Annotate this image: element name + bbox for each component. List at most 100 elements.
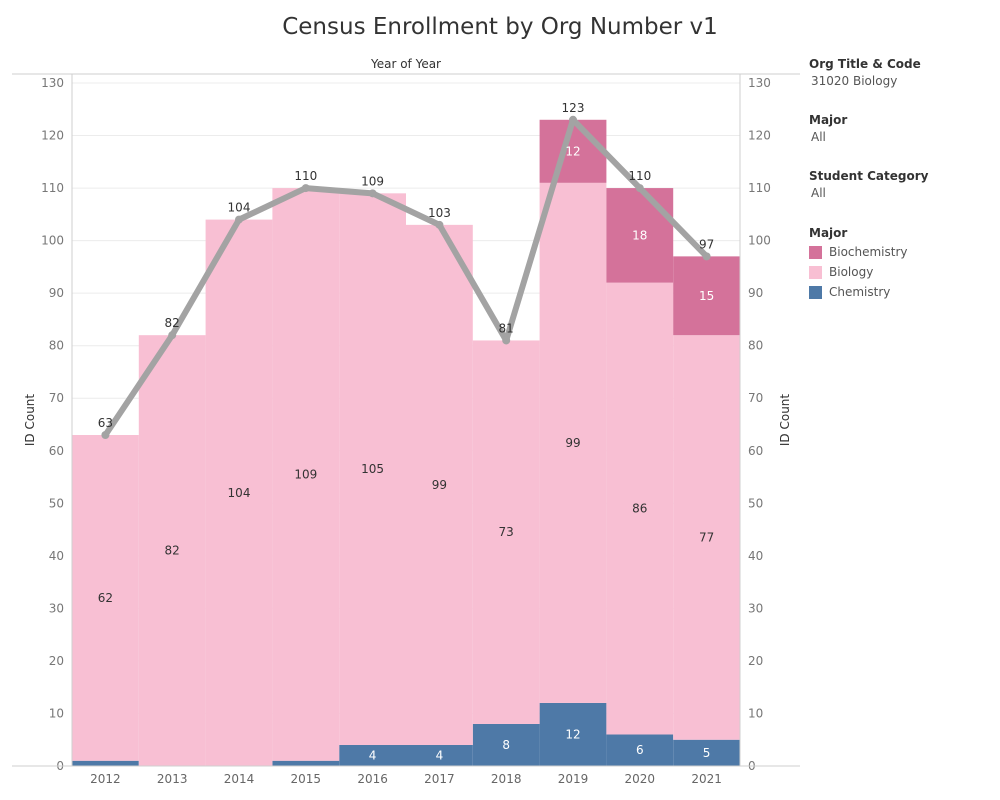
y-tick-right: 130	[748, 76, 771, 90]
x-tick-label: 2019	[558, 772, 589, 786]
filter-student-category[interactable]: Student Category All	[809, 169, 928, 200]
y-tick-right: 70	[748, 391, 763, 405]
x-tick-label: 2012	[90, 772, 121, 786]
x-tick-label: 2015	[291, 772, 322, 786]
total-point	[569, 115, 577, 124]
total-point	[301, 184, 310, 193]
data-label-biology: 109	[294, 467, 317, 481]
filter-major-label: Major	[809, 113, 848, 127]
x-tick-label: 2018	[491, 772, 522, 786]
data-label-biology: 99	[432, 478, 447, 492]
y-tick-right: 10	[748, 706, 763, 720]
data-label-chemistry: 4	[369, 748, 377, 762]
y-tick-right: 120	[748, 129, 771, 143]
y-tick-right: 60	[748, 444, 763, 458]
data-label-chemistry: 6	[636, 743, 644, 757]
filter-student-category-label: Student Category	[809, 169, 929, 183]
data-label-biology: 105	[361, 462, 384, 476]
data-label-biology: 104	[228, 486, 251, 500]
data-label-biology: 99	[565, 436, 580, 450]
filter-student-category-value: All	[811, 186, 826, 200]
total-point	[435, 220, 444, 229]
total-label: 82	[165, 316, 180, 330]
total-label: 104	[228, 201, 251, 215]
y-tick-right: 90	[748, 286, 763, 300]
total-label: 110	[628, 169, 651, 183]
total-label: 97	[699, 237, 714, 251]
data-label-biology: 86	[632, 502, 647, 516]
data-label-chemistry: 8	[502, 738, 510, 752]
bar-biochemistry	[606, 188, 674, 283]
y-tick-right: 20	[748, 654, 763, 668]
y-tick-left: 20	[49, 654, 64, 668]
legend-label-biology: Biology	[829, 265, 874, 279]
bar-biology	[72, 435, 139, 761]
bar-biology	[539, 182, 607, 703]
y-tick-left: 50	[49, 496, 64, 510]
x-tick-label: 2020	[625, 772, 656, 786]
bar-biology	[406, 224, 473, 745]
legend-item-chemistry[interactable]: Chemistry	[809, 282, 908, 302]
bar-biology	[205, 219, 273, 767]
data-label-biochemistry: 18	[632, 228, 647, 242]
y-tick-left: 60	[49, 444, 64, 458]
filter-org[interactable]: Org Title & Code 31020 Biology	[809, 57, 921, 88]
data-label-biochemistry: 15	[699, 289, 714, 303]
total-label: 110	[294, 169, 317, 183]
data-label-chemistry: 4	[436, 748, 444, 762]
y-tick-right: 110	[748, 181, 771, 195]
bar-biology	[138, 335, 206, 766]
y-axis-title-right: ID Count	[778, 394, 792, 447]
y-tick-left: 70	[49, 391, 64, 405]
y-tick-left: 90	[49, 286, 64, 300]
total-label: 103	[428, 206, 451, 220]
x-tick-label: 2016	[357, 772, 388, 786]
y-tick-right: 50	[748, 496, 763, 510]
legend-label-biochemistry: Biochemistry	[829, 245, 908, 259]
y-tick-left: 110	[41, 181, 64, 195]
legend: Major Biochemistry Biology Chemistry	[809, 226, 908, 302]
total-label: 109	[361, 174, 384, 188]
bar-chemistry	[72, 760, 139, 766]
legend-swatch-biology	[809, 265, 822, 279]
bar-chemistry	[272, 760, 340, 766]
y-tick-left: 10	[49, 706, 64, 720]
bar-chemistry	[539, 702, 607, 766]
filter-major[interactable]: Major All	[809, 113, 847, 144]
total-point	[168, 331, 177, 340]
total-point	[101, 431, 110, 440]
data-label-chemistry: 5	[703, 746, 711, 760]
y-tick-right: 100	[748, 234, 771, 248]
x-tick-label: 2013	[157, 772, 188, 786]
bar-biology	[272, 188, 340, 761]
total-line	[102, 116, 710, 439]
legend-title: Major	[809, 226, 848, 240]
y-tick-right: 40	[748, 549, 763, 563]
total-label: 63	[98, 416, 113, 430]
bar-chemistry	[339, 744, 406, 766]
legend-swatch-biochemistry	[809, 245, 822, 259]
data-label-biochemistry: 12	[565, 144, 580, 158]
bar-chemistry	[406, 744, 473, 766]
bar-biochemistry	[539, 119, 607, 183]
total-point	[635, 184, 644, 193]
legend-swatch-chemistry	[809, 285, 822, 299]
data-label-biology: 82	[165, 544, 180, 558]
x-header: Year of Year	[370, 57, 441, 71]
bar-biology	[606, 282, 674, 735]
data-label-biology: 62	[98, 591, 113, 605]
total-point	[235, 215, 243, 224]
y-axis-title-left: ID Count	[23, 394, 37, 447]
legend-item-biology[interactable]: Biology	[809, 262, 908, 282]
total-label: 81	[499, 321, 514, 335]
y-tick-left: 80	[49, 339, 64, 353]
legend-item-biochemistry[interactable]: Biochemistry	[809, 242, 908, 262]
y-tick-right: 30	[748, 601, 763, 615]
chart-title: Census Enrollment by Org Number v1	[282, 14, 718, 40]
filter-org-value: 31020 Biology	[811, 74, 898, 88]
y-tick-left: 100	[41, 234, 64, 248]
y-tick-left: 30	[49, 601, 64, 615]
bar-chemistry	[472, 723, 540, 766]
data-label-biology: 73	[499, 525, 514, 539]
total-label: 123	[562, 101, 585, 115]
